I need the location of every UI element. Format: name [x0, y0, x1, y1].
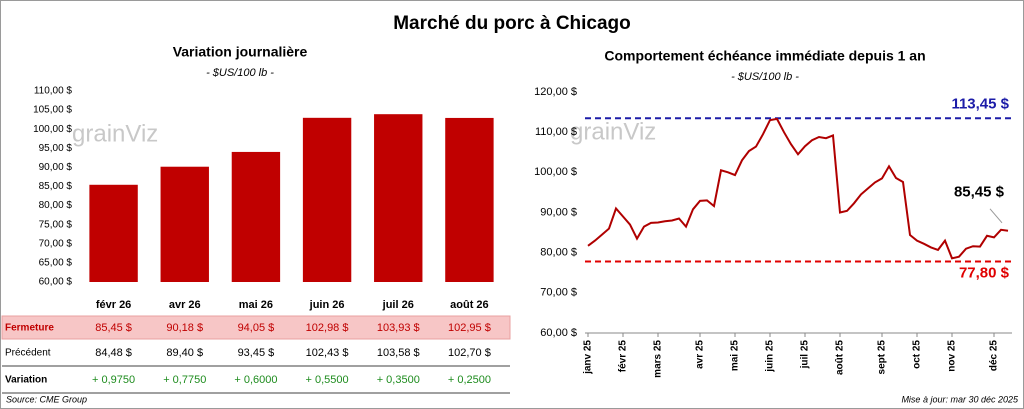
- value-label: 102,98 $: [306, 322, 349, 334]
- row-label: Variation: [5, 375, 47, 386]
- bar: [231, 151, 281, 282]
- table-cell: + 0,6000: [234, 374, 277, 386]
- update-note: Mise à jour: mar 30 déc 2025: [901, 394, 1019, 404]
- x-tick-label: sept 25: [877, 340, 888, 375]
- x-tick-label: avr 25: [695, 340, 706, 369]
- y-tick-label: 90,00 $: [540, 206, 577, 218]
- label-leader: [989, 208, 1003, 224]
- table-cell: + 0,9750: [92, 374, 135, 386]
- y-tick-label: 80,00 $: [39, 200, 73, 211]
- table-row-highlight: [1, 315, 511, 340]
- watermark: grainViz: [72, 120, 158, 147]
- x-tick-label: oct 25: [912, 340, 923, 369]
- x-tick-label: août 25: [835, 340, 846, 375]
- value-label: 103,93 $: [377, 322, 420, 334]
- table-cell: 93,45 $: [238, 347, 275, 359]
- table-cell: 84,48 $: [95, 347, 132, 359]
- x-tick-label: juin 26: [309, 299, 345, 311]
- x-tick-label: avr 26: [169, 299, 201, 311]
- y-tick-label: 65,00 $: [39, 258, 73, 269]
- x-tick-label: nov 25: [947, 340, 958, 372]
- x-tick-label: mars 25: [653, 340, 664, 378]
- table-cell: 102,70 $: [448, 347, 491, 359]
- table-cell: + 0,2500: [448, 374, 491, 386]
- source-note: Source: CME Group: [6, 394, 87, 404]
- row-label: Fermeture: [5, 323, 54, 334]
- y-tick-label: 75,00 $: [39, 219, 73, 230]
- table-cell: 103,58 $: [377, 347, 420, 359]
- y-tick-label: 110,00 $: [535, 126, 577, 138]
- value-label: 90,18 $: [166, 322, 203, 334]
- x-tick-label: janv 25: [583, 340, 594, 375]
- x-tick-label: juin 25: [765, 340, 776, 373]
- table-cell: + 0,5500: [306, 374, 349, 386]
- bar: [160, 166, 209, 282]
- y-tick-label: 70,00 $: [540, 287, 577, 299]
- y-tick-label: 70,00 $: [39, 238, 73, 249]
- bar: [445, 117, 494, 282]
- value-label: 85,45 $: [954, 184, 1005, 201]
- row-label: Précédent: [5, 348, 51, 359]
- watermark: grainViz: [570, 118, 656, 145]
- chart-subtitle: - $US/100 lb -: [731, 71, 799, 83]
- x-tick-label: mai 26: [239, 299, 273, 311]
- y-tick-label: 105,00 $: [33, 105, 72, 116]
- bar: [302, 117, 352, 282]
- table-cell: 89,40 $: [166, 347, 203, 359]
- y-tick-label: 110,00 $: [34, 86, 73, 97]
- x-tick-label: juil 25: [800, 340, 811, 370]
- y-tick-label: 100,00 $: [534, 166, 577, 178]
- line-series: [587, 117, 1009, 260]
- chart-subtitle: - $US/100 lb -: [206, 67, 274, 79]
- x-tick-label: août 26: [450, 299, 489, 311]
- x-tick-label: mai 25: [730, 340, 741, 372]
- value-label: 102,95 $: [448, 322, 491, 334]
- chart-title: Variation journalière: [173, 44, 308, 60]
- chart-title: Comportement échéance immédiate depuis 1…: [604, 48, 925, 64]
- page-title: Marché du porc à Chicago: [393, 13, 631, 34]
- reference-label: 77,80 $: [959, 264, 1010, 281]
- bar: [374, 114, 423, 282]
- reference-label: 113,45 $: [951, 95, 1009, 112]
- table-cell: + 0,3500: [377, 374, 420, 386]
- y-tick-label: 60,00 $: [39, 277, 73, 288]
- y-tick-label: 85,00 $: [39, 181, 73, 192]
- y-tick-label: 80,00 $: [540, 247, 577, 259]
- x-tick-label: févr 26: [96, 299, 131, 311]
- bar: [89, 184, 138, 282]
- y-tick-label: 95,00 $: [39, 143, 73, 154]
- x-tick-label: déc 25: [989, 340, 1000, 372]
- table-cell: 102,43 $: [306, 347, 349, 359]
- x-tick-label: févr 25: [618, 340, 629, 373]
- y-tick-label: 100,00 $: [33, 124, 72, 135]
- y-tick-label: 120,00 $: [534, 86, 577, 98]
- value-label: 94,05 $: [238, 322, 275, 334]
- table-cell: + 0,7750: [163, 374, 206, 386]
- y-tick-label: 90,00 $: [39, 162, 73, 173]
- value-label: 85,45 $: [95, 322, 132, 334]
- x-tick-label: juil 26: [382, 299, 414, 311]
- y-tick-label: 60,00 $: [540, 327, 577, 339]
